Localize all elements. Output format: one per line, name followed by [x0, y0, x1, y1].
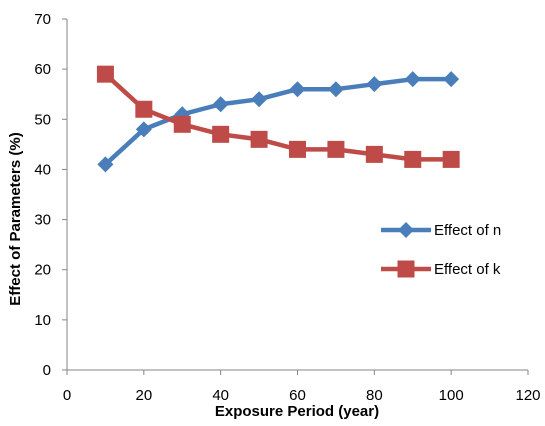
data-point	[327, 81, 344, 98]
data-point	[212, 96, 229, 113]
data-point	[365, 145, 383, 163]
series-line	[103, 76, 452, 167]
legend: Effect of n Effect of k	[381, 222, 501, 278]
data-point	[251, 91, 268, 108]
x-tick-label: 120	[515, 387, 540, 404]
data-point	[366, 76, 383, 93]
x-tick-label: 20	[135, 387, 152, 404]
y-tick-label: 0	[43, 362, 51, 379]
data-point	[404, 71, 421, 88]
y-tick-label: 30	[34, 212, 51, 229]
data-point	[443, 71, 460, 88]
data-point	[289, 140, 306, 158]
y-tick-label: 50	[34, 111, 51, 128]
legend-entry-1: Effect of n	[381, 222, 501, 239]
legend-entry-2: Effect of k	[381, 260, 501, 278]
legend-label: Effect of k	[434, 261, 501, 278]
data-point	[212, 125, 230, 143]
legend-label: Effect of n	[434, 222, 501, 239]
tick-labels: 0 10 20 30 40 50 60 70 0 20 40 60 80 100 120	[34, 11, 540, 404]
x-tick-label: 100	[439, 387, 464, 404]
x-tick-label: 80	[366, 387, 383, 404]
x-axis-label: Exposure Period (year)	[215, 403, 379, 420]
y-tick-label: 60	[34, 61, 51, 78]
y-tick-label: 20	[34, 262, 51, 279]
x-tick-label: 40	[212, 387, 229, 404]
axes	[62, 18, 529, 375]
y-tick-label: 70	[34, 11, 51, 28]
legend-marker	[398, 222, 414, 238]
x-tick-label: 60	[289, 387, 306, 404]
y-axis-label: Effect of Parameters (%)	[7, 132, 24, 305]
series-2	[96, 65, 460, 168]
data-point	[327, 140, 345, 158]
data-point	[173, 115, 191, 133]
y-tick-label: 40	[34, 161, 51, 178]
data-point	[404, 150, 422, 168]
series-lines	[96, 65, 460, 173]
x-tick-label: 0	[63, 387, 71, 404]
data-point	[289, 81, 306, 98]
data-point	[96, 65, 114, 83]
data-point	[135, 121, 152, 138]
data-point	[250, 130, 268, 148]
data-point	[135, 100, 153, 118]
y-tick-label: 10	[34, 312, 51, 329]
series-line	[103, 72, 452, 162]
data-point	[97, 156, 114, 173]
data-point	[442, 150, 460, 168]
legend-marker	[397, 260, 415, 278]
